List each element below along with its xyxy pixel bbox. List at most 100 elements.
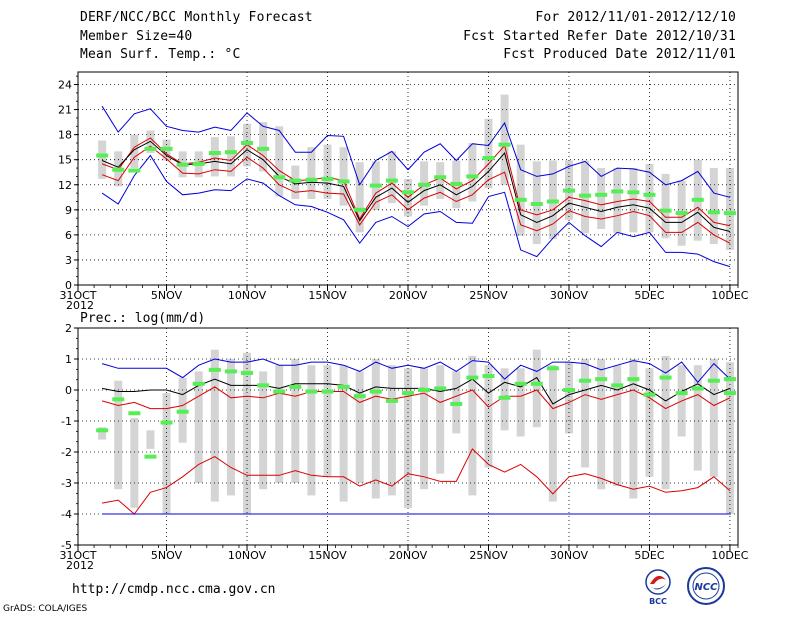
ensemble-box <box>243 352 252 514</box>
ensemble-box <box>597 168 606 230</box>
ensemble-box <box>484 118 493 189</box>
source-url[interactable]: http://cmdp.ncc.cma.gov.cn <box>72 582 276 597</box>
observed-mark <box>611 189 624 194</box>
grads-credit: GrADS: COLA/IGES <box>3 604 88 614</box>
x-tick-label: 10DEC <box>711 289 748 302</box>
x-tick-label: 20NOV <box>389 289 428 302</box>
observed-mark <box>160 146 173 151</box>
observed-mark <box>402 391 414 396</box>
observed-mark <box>353 207 366 212</box>
observed-mark <box>562 188 575 193</box>
observed-mark <box>595 377 608 382</box>
observed-mark <box>450 181 463 186</box>
ensemble-box <box>516 144 525 236</box>
observed-mark <box>691 197 704 202</box>
ensemble-box <box>387 365 396 496</box>
observed-mark <box>434 175 447 180</box>
x-tick-label: 15NOV <box>308 549 347 562</box>
observed-mark <box>160 420 173 425</box>
observed-mark <box>112 167 125 172</box>
observed-mark <box>691 386 704 391</box>
observed-mark <box>257 146 270 151</box>
ensemble-box <box>709 168 718 245</box>
observed-mark <box>707 210 720 215</box>
x-tick-label: 5NOV <box>151 549 183 562</box>
observed-mark <box>289 384 302 389</box>
x-tick-label: 15NOV <box>308 289 347 302</box>
observed-mark <box>595 192 608 197</box>
observed-mark <box>498 142 511 147</box>
y-tick-label: 9 <box>65 204 72 217</box>
y-tick-label: 21 <box>58 104 72 117</box>
observed-mark <box>514 381 527 386</box>
ensemble-box <box>548 365 557 502</box>
y-tick-label: 0 <box>65 279 72 292</box>
ensemble-box <box>564 362 573 434</box>
y-tick-label: 6 <box>65 229 72 242</box>
observed-mark <box>418 388 431 392</box>
observed-mark <box>482 156 495 161</box>
observed-mark <box>723 377 736 382</box>
ensemble-box <box>629 359 638 499</box>
observed-mark <box>192 161 205 166</box>
observed-mark <box>402 190 414 195</box>
fcst-started-date: Fcst Started Refer Date 2012/10/31 <box>463 29 736 44</box>
x-tick-label: 5NOV <box>151 289 183 302</box>
ensemble-box <box>500 94 509 185</box>
ensemble-box <box>130 134 139 169</box>
observed-mark <box>627 190 640 195</box>
observed-mark <box>224 150 237 155</box>
ensemble-box <box>210 137 219 177</box>
ensemble-box <box>194 371 203 483</box>
ensemble-box <box>516 368 525 437</box>
y-tick-label: -3 <box>61 477 72 490</box>
ensemble-box <box>645 163 654 233</box>
observed-mark <box>530 381 543 386</box>
observed-mark <box>579 193 592 198</box>
observed-mark <box>707 378 720 383</box>
ensemble-box <box>436 162 445 199</box>
precip-panel-title: Prec.: log(mm/d) <box>80 311 205 326</box>
observed-mark <box>723 211 736 216</box>
ensemble-box <box>210 349 219 502</box>
series-lower-line <box>101 145 731 244</box>
observed-mark <box>257 383 270 388</box>
variable-label: Mean Surf. Temp.: °C <box>80 47 241 62</box>
y-tick-label: -4 <box>61 508 72 521</box>
observed-mark <box>321 389 334 394</box>
observed-mark <box>611 383 624 388</box>
ensemble-box <box>146 430 155 449</box>
x-tick-label: 30NOV <box>550 289 589 302</box>
x-tick-label: 25NOV <box>469 289 508 302</box>
ensemble-box <box>339 147 348 206</box>
series-upper-line <box>101 137 731 227</box>
x-tick-label: 10NOV <box>228 289 267 302</box>
observed-mark <box>208 367 221 372</box>
observed-mark <box>208 151 221 156</box>
ensemble-box <box>709 359 718 477</box>
ensemble-box <box>693 365 702 471</box>
y-tick-label: 18 <box>58 129 72 142</box>
ensemble-box <box>226 359 235 496</box>
observed-mark <box>176 162 189 167</box>
x-tick-label: 20NOV <box>389 549 428 562</box>
observed-mark <box>418 182 431 187</box>
ensemble-box <box>645 368 654 477</box>
ensemble-box <box>468 355 477 496</box>
ensemble-box <box>226 136 235 177</box>
y-tick-label: -1 <box>61 415 72 428</box>
observed-mark <box>224 369 237 374</box>
ensemble-box <box>387 151 396 204</box>
ensemble-box <box>661 173 670 239</box>
ensemble-box <box>275 365 284 483</box>
ensemble-box <box>355 162 364 233</box>
observed-mark <box>144 146 157 151</box>
observed-mark <box>305 389 318 394</box>
x-tick-label: 5DEC <box>634 289 664 302</box>
observed-mark <box>305 177 318 182</box>
observed-mark <box>659 208 672 213</box>
ncc-logo: NCC <box>687 567 725 605</box>
observed-mark <box>675 391 688 396</box>
y-tick-label: 0 <box>65 384 72 397</box>
